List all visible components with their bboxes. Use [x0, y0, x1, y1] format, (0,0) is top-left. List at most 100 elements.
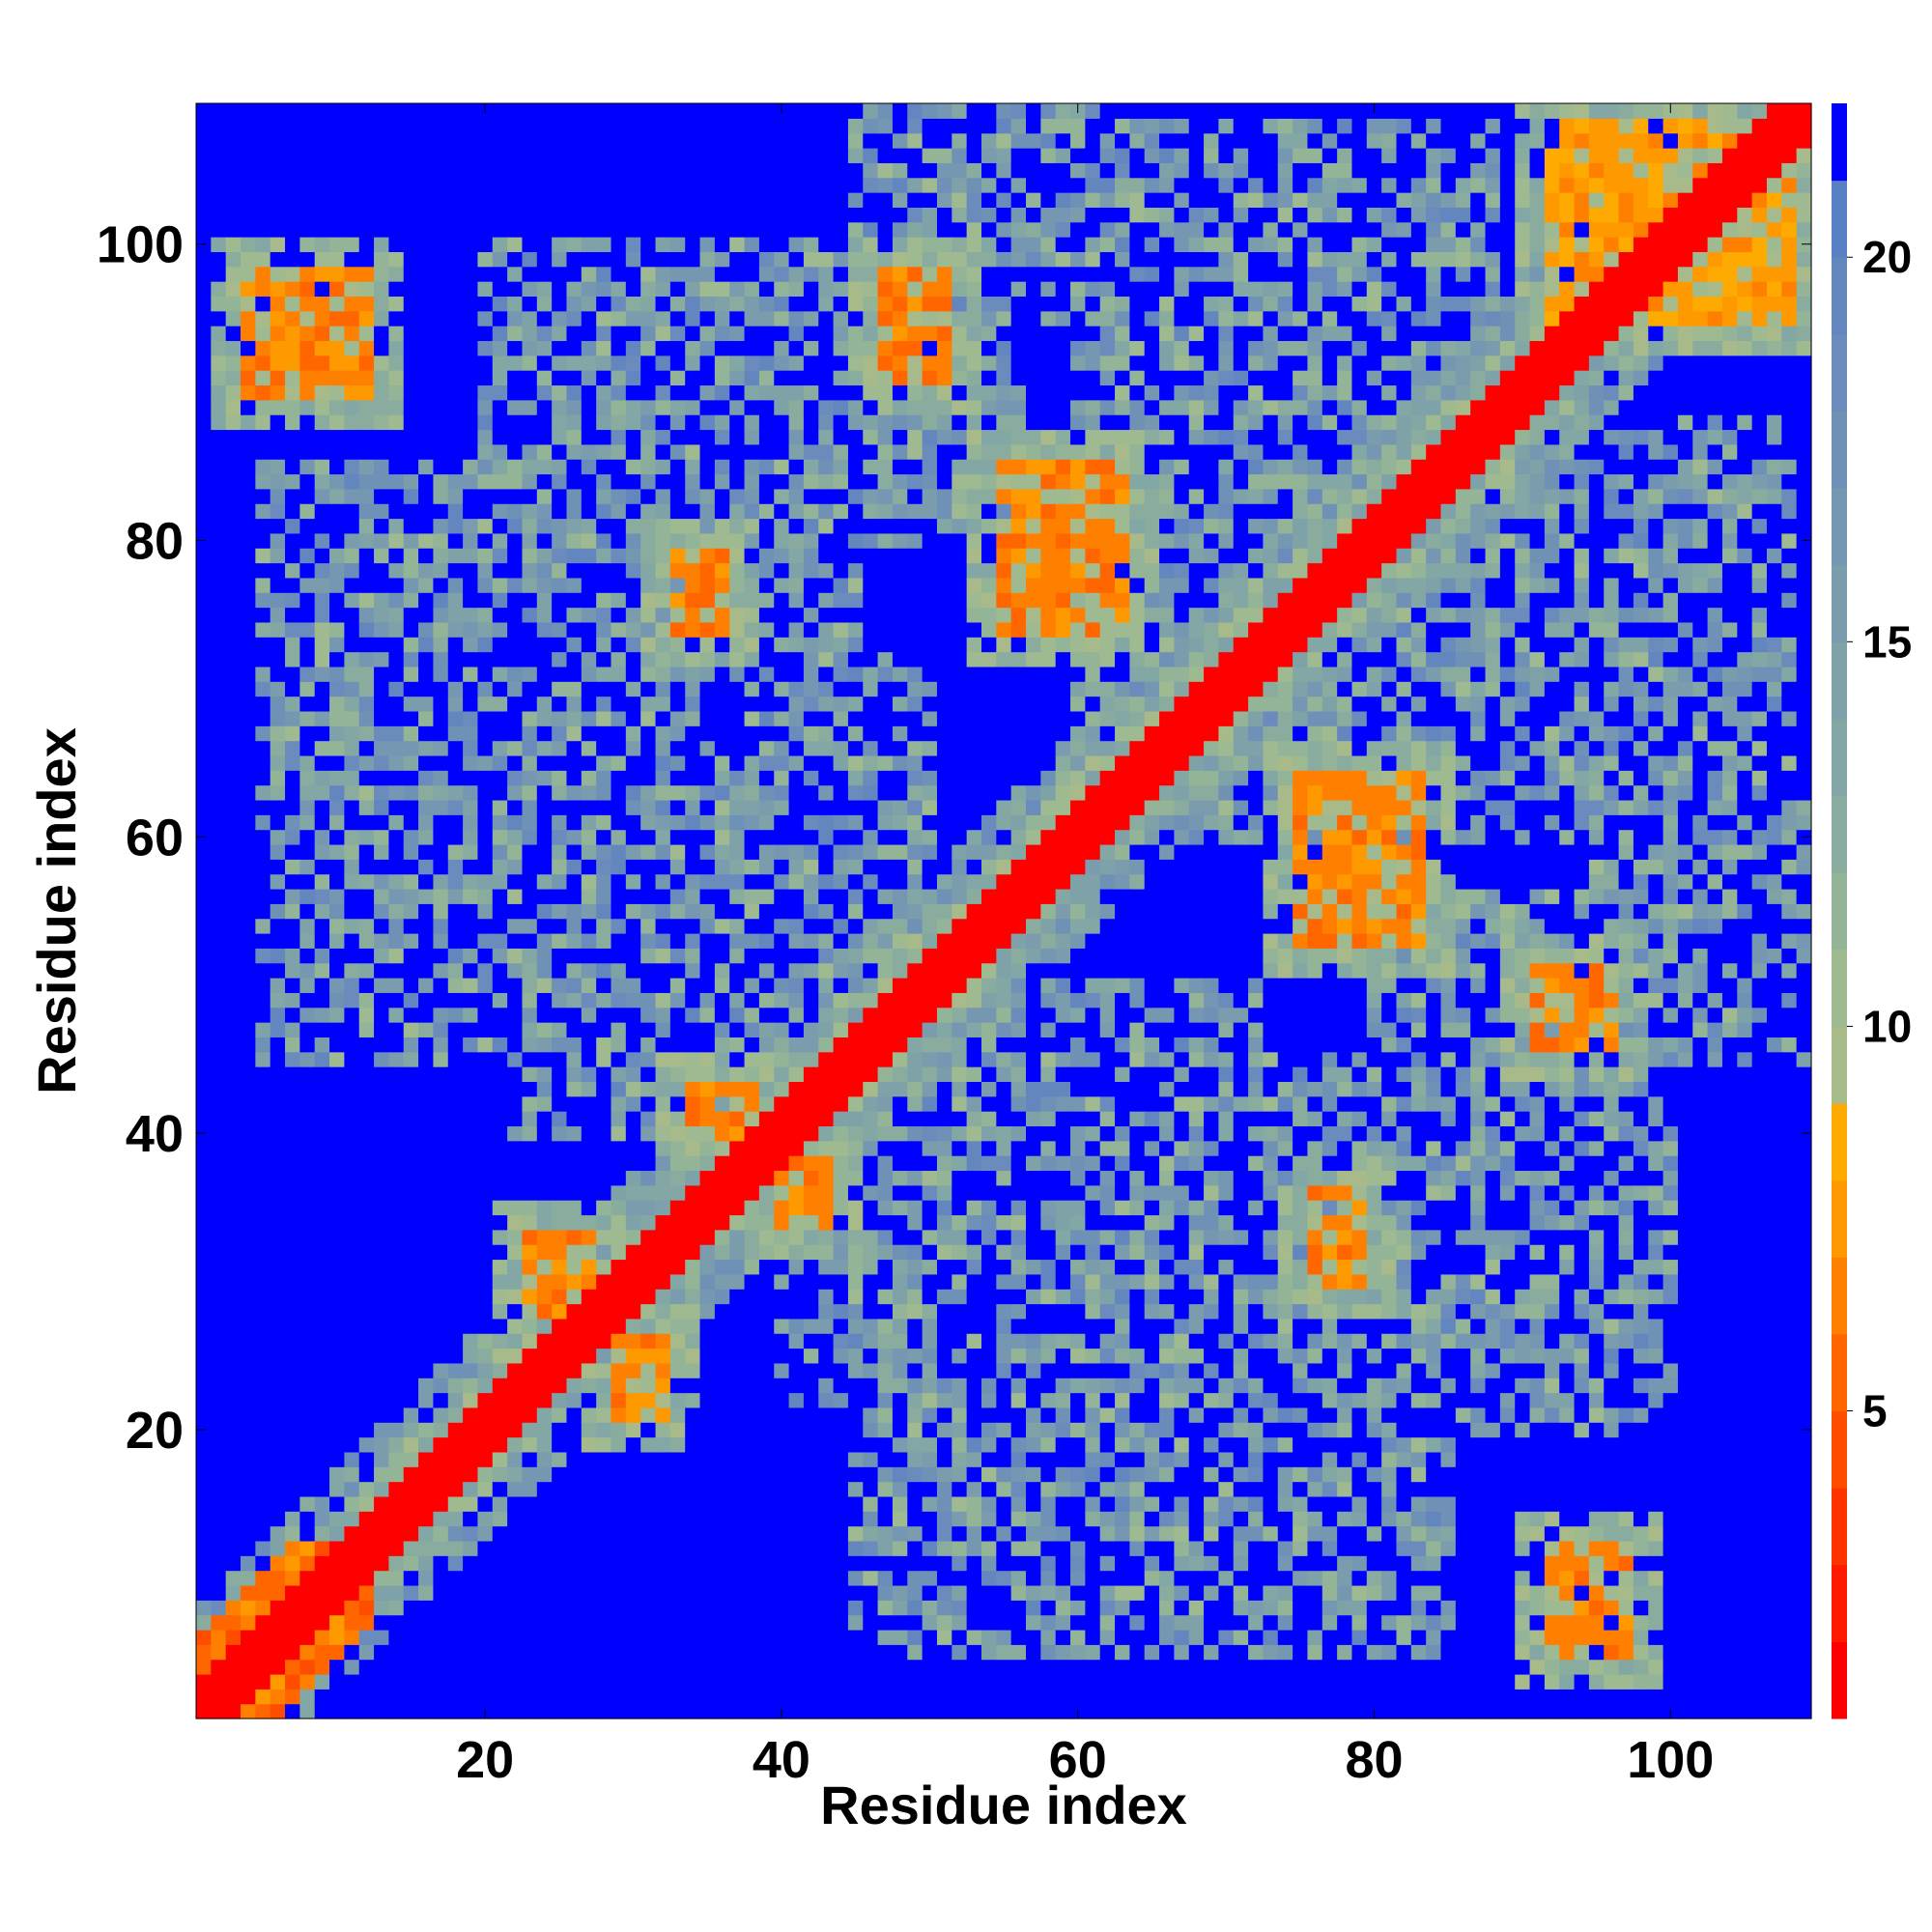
heatmap-cell: [788, 770, 805, 786]
heatmap-cell: [299, 296, 316, 312]
heatmap-cell: [403, 1140, 419, 1156]
heatmap-cell: [507, 221, 524, 238]
heatmap-cell: [255, 637, 271, 653]
heatmap-cell: [447, 784, 464, 801]
heatmap-cell: [285, 607, 300, 623]
heatmap-cell: [314, 1184, 330, 1201]
heatmap-cell: [640, 192, 657, 208]
heatmap-cell: [403, 207, 419, 223]
heatmap-cell: [744, 1422, 760, 1438]
heatmap-cell: [358, 859, 375, 875]
heatmap-cell: [433, 740, 449, 756]
heatmap-cell: [447, 1584, 464, 1601]
heatmap-cell: [344, 429, 360, 445]
heatmap-cell: [818, 296, 835, 312]
heatmap-cell: [655, 221, 671, 238]
heatmap-cell: [299, 933, 316, 949]
heatmap-cell: [433, 1629, 449, 1645]
heatmap-cell: [818, 1406, 835, 1423]
heatmap-cell: [447, 266, 464, 282]
heatmap-cell: [196, 873, 212, 890]
heatmap-cell: [241, 1051, 256, 1067]
heatmap-cell: [552, 962, 568, 979]
heatmap-cell: [418, 1289, 435, 1305]
heatmap-cell: [536, 221, 553, 238]
heatmap-cell: [774, 1170, 790, 1186]
heatmap-cell: [596, 859, 612, 875]
heatmap-cell: [344, 1629, 360, 1645]
heatmap-cell: [463, 340, 479, 356]
heatmap-cell: [211, 326, 227, 342]
heatmap-cell: [803, 1214, 819, 1231]
heatmap-cell: [788, 1007, 805, 1023]
heatmap-cell: [463, 518, 479, 534]
heatmap-cell: [536, 399, 553, 415]
heatmap-cell: [536, 162, 553, 179]
heatmap-cell: [388, 548, 405, 564]
heatmap-cell: [211, 1511, 227, 1527]
heatmap-cell: [581, 1022, 597, 1037]
heatmap-cell: [611, 681, 627, 697]
heatmap-cell: [774, 1570, 790, 1586]
heatmap-cell: [536, 1600, 553, 1616]
heatmap-cell: [818, 562, 835, 579]
heatmap-cell: [847, 1540, 864, 1556]
heatmap-cell: [596, 132, 612, 149]
heatmap-cell: [581, 1200, 597, 1216]
heatmap-cell: [314, 1289, 330, 1305]
heatmap-cell: [833, 1511, 849, 1527]
heatmap-cell: [225, 637, 242, 653]
heatmap-cell: [329, 1051, 345, 1067]
heatmap-cell: [847, 132, 864, 149]
heatmap-cell: [314, 429, 330, 445]
heatmap-cell: [581, 1348, 597, 1364]
heatmap-cell: [714, 1673, 730, 1690]
heatmap-cell: [536, 370, 553, 386]
heatmap-cell: [358, 948, 375, 964]
heatmap-cell: [196, 859, 212, 875]
heatmap-cell: [492, 503, 508, 520]
heatmap-cell: [729, 725, 746, 742]
heatmap-cell: [640, 1111, 657, 1127]
heatmap-cell: [299, 710, 316, 726]
heatmap-cell: [714, 725, 730, 742]
heatmap-cell: [388, 725, 405, 742]
heatmap-cell: [241, 192, 256, 208]
heatmap-cell: [358, 992, 375, 1009]
heatmap-cell: [729, 1318, 746, 1334]
heatmap-cell: [803, 548, 819, 564]
heatmap-cell: [611, 1466, 627, 1483]
heatmap-cell: [447, 918, 464, 934]
heatmap-cell: [329, 1540, 345, 1556]
heatmap-cell: [492, 1289, 508, 1305]
heatmap-cell: [463, 1303, 479, 1320]
heatmap-cell: [285, 933, 300, 949]
heatmap-cell: [566, 918, 582, 934]
heatmap-cell: [358, 370, 375, 386]
heatmap-cell: [388, 518, 405, 534]
heatmap-cell: [329, 1140, 345, 1156]
heatmap-cell: [285, 799, 300, 815]
heatmap-cell: [788, 162, 805, 179]
heatmap-cell: [447, 770, 464, 786]
heatmap-cell: [596, 177, 612, 193]
heatmap-cell: [418, 148, 435, 163]
heatmap-cell: [744, 103, 760, 119]
heatmap-cell: [463, 148, 479, 163]
heatmap-cell: [714, 399, 730, 415]
heatmap-cell: [699, 281, 716, 298]
heatmap-cell: [255, 1022, 271, 1037]
heatmap-cell: [299, 1378, 316, 1394]
heatmap-cell: [314, 740, 330, 756]
heatmap-cell: [581, 843, 597, 860]
heatmap-cell: [536, 978, 553, 993]
heatmap-cell: [388, 1362, 405, 1378]
heatmap-cell: [581, 518, 597, 534]
heatmap-cell: [536, 814, 553, 831]
heatmap-cell: [669, 577, 686, 593]
heatmap-cell: [536, 740, 553, 756]
heatmap-cell: [552, 754, 568, 771]
heatmap-cell: [344, 340, 360, 356]
heatmap-cell: [714, 1525, 730, 1542]
heatmap-cell: [625, 310, 641, 327]
